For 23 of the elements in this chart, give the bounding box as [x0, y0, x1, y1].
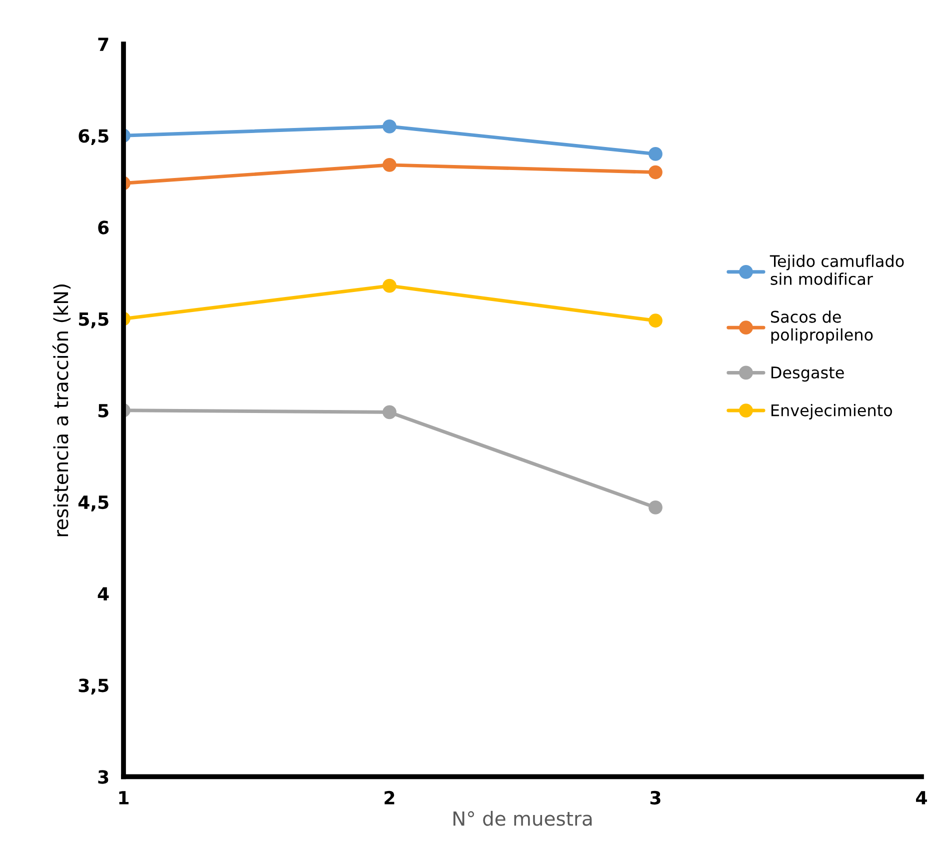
- legend-label: Envejecimiento: [771, 404, 892, 420]
- point: [648, 165, 662, 180]
- y-tick-label: 4: [98, 587, 109, 600]
- point: [648, 314, 662, 328]
- y-tick-label: 7: [98, 38, 108, 51]
- x-tick-label: 3: [650, 790, 660, 805]
- y-tick-label: 4,5: [78, 496, 108, 512]
- y-tick-label: 6,5: [78, 129, 108, 146]
- point: [648, 500, 662, 514]
- x-axis-title: N° de muestra: [453, 810, 592, 826]
- x-tick-label: 2: [384, 790, 394, 804]
- y-tick-label: 5,5: [79, 312, 108, 328]
- y-tick-label: 5: [98, 404, 108, 418]
- x-tick-label: 1: [119, 791, 129, 804]
- y-tick-label: 3: [98, 770, 108, 784]
- legend-label: Sacos de polipropileno: [770, 310, 873, 344]
- y-tick-label: 3,5: [78, 678, 108, 695]
- y-axis-title: resistencia a tracción (kN): [52, 284, 71, 536]
- x-tick-label: 4: [916, 791, 927, 804]
- point: [648, 146, 662, 161]
- legend-label: Desgaste: [771, 366, 844, 382]
- legend-label: Tejido camuflado sin modificar: [770, 254, 904, 286]
- y-tick-label: 6: [98, 220, 109, 234]
